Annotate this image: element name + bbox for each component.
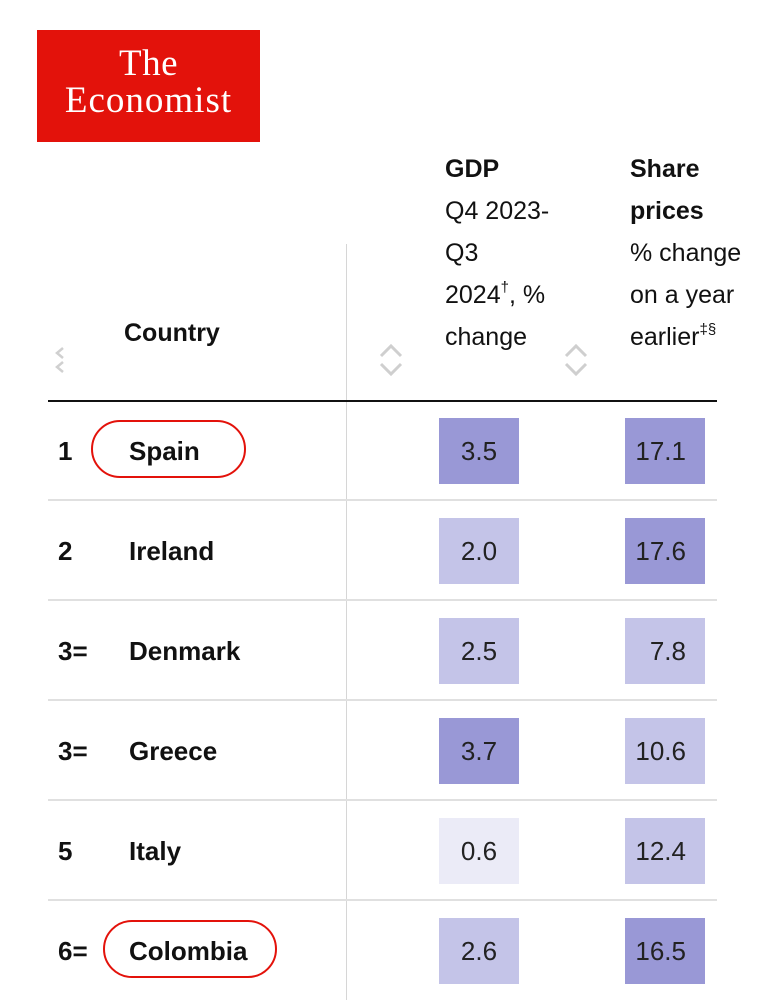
header-share-title-1: Share xyxy=(630,155,700,183)
logo-line-1: The xyxy=(118,43,179,84)
highlight-circle xyxy=(103,920,277,978)
gdp-value-cell: 2.5 xyxy=(439,618,519,684)
table-row: 1 Spain 3.5 17.1 xyxy=(48,401,717,501)
table-row: 3= Greece 3.7 10.6 xyxy=(48,701,717,801)
header-gdp-line2: Q3 xyxy=(445,239,479,267)
gdp-value-cell: 3.5 xyxy=(439,418,519,484)
row-rank: 6= xyxy=(58,936,88,966)
header-share-prices[interactable]: Share prices % change on a year earlier‡… xyxy=(630,148,764,358)
logo-line-2: Economist xyxy=(64,80,233,121)
share-value-cell: 7.8 xyxy=(625,618,705,684)
header-share-title-2: prices xyxy=(630,197,704,225)
row-separator xyxy=(48,899,717,901)
header-gdp-line3: 2024†, % xyxy=(445,278,546,309)
sort-gdp-icon[interactable] xyxy=(378,343,404,377)
table-row: 3= Denmark 2.5 7.8 xyxy=(48,601,717,701)
share-value-cell: 12.4 xyxy=(625,818,705,884)
row-country: Ireland xyxy=(129,536,215,566)
header-rule xyxy=(48,400,717,402)
table-row: 5 Italy 0.6 12.4 xyxy=(48,801,717,901)
gdp-value-cell: 2.0 xyxy=(439,518,519,584)
table-row: 2 Ireland 2.0 17.6 xyxy=(48,501,717,601)
header-gdp-line1: Q4 2023- xyxy=(445,197,550,225)
header-share-line3: earlier‡§ xyxy=(630,320,717,351)
share-value-cell: 10.6 xyxy=(625,718,705,784)
column-divider xyxy=(346,244,347,1000)
header-gdp-line4: change xyxy=(445,323,528,351)
row-separator xyxy=(48,799,717,801)
row-separator xyxy=(48,499,717,501)
row-rank: 5 xyxy=(58,836,73,866)
row-rank: 3= xyxy=(58,636,88,666)
header-gdp[interactable]: GDP Q4 2023- Q3 2024†, % change xyxy=(445,148,595,358)
gdp-value-cell: 2.6 xyxy=(439,918,519,984)
row-country: Colombia xyxy=(129,936,248,966)
share-value-cell: 16.5 xyxy=(625,918,705,984)
gdp-value-cell: 0.6 xyxy=(439,818,519,884)
header-gdp-title: GDP xyxy=(445,155,500,183)
row-country: Spain xyxy=(129,436,200,466)
row-country: Greece xyxy=(129,736,218,766)
economist-logo: The Economist xyxy=(37,30,260,142)
row-country: Denmark xyxy=(129,636,241,666)
share-value-cell: 17.6 xyxy=(625,518,705,584)
row-country: Italy xyxy=(129,836,182,866)
sort-share-icon[interactable] xyxy=(563,343,589,377)
row-rank: 2 xyxy=(58,536,73,566)
row-rank: 3= xyxy=(58,736,88,766)
row-separator xyxy=(48,699,717,701)
header-share-line2: on a year xyxy=(630,281,735,309)
table-row: 6= Colombia 2.6 16.5 xyxy=(48,901,717,1001)
header-country[interactable]: Country xyxy=(124,319,220,347)
row-rank: 1 xyxy=(58,436,73,466)
highlight-circle xyxy=(91,420,246,478)
row-separator xyxy=(48,599,717,601)
share-value-cell: 17.1 xyxy=(625,418,705,484)
gdp-value-cell: 3.7 xyxy=(439,718,519,784)
header-share-line1: % change xyxy=(630,239,742,267)
scroll-left-chevron-icon[interactable] xyxy=(52,343,66,377)
